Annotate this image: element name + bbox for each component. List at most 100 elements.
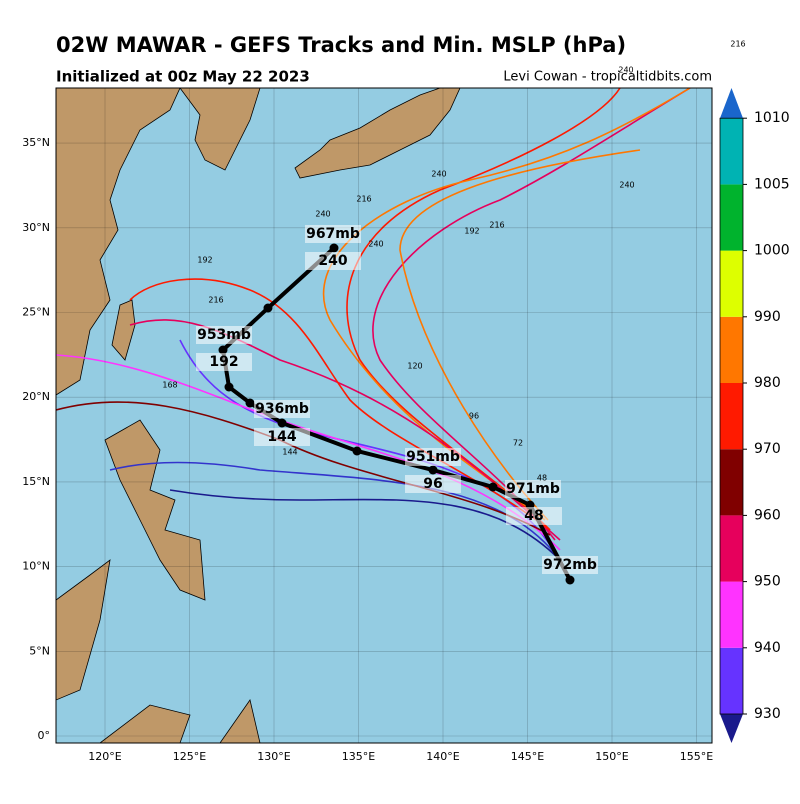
track-point xyxy=(352,446,362,456)
colorbar-label: 940 xyxy=(754,640,781,656)
lon-label: 130°E xyxy=(257,750,290,763)
colorbar-label: 1000 xyxy=(754,243,790,259)
annotation-label: 951mb xyxy=(406,449,460,465)
member-label: 216 xyxy=(730,40,745,49)
track-annotation: 144 xyxy=(254,428,310,446)
title: 02W MAWAR - GEFS Tracks and Min. MSLP (h… xyxy=(56,33,626,57)
lat-label: 35°N xyxy=(22,136,50,149)
lon-label: 145°E xyxy=(511,750,544,763)
lon-label: 120°E xyxy=(88,750,121,763)
lon-label: 140°E xyxy=(426,750,459,763)
track-annotation: 936mb xyxy=(254,400,310,418)
subtitle: Initialized at 00z May 22 2023 xyxy=(56,68,310,86)
lat-label: 5°N xyxy=(29,644,50,657)
colorbar-segment xyxy=(720,118,743,185)
colorbar-label: 1005 xyxy=(754,176,790,192)
annotation-box xyxy=(405,475,461,493)
colorbar-segment xyxy=(720,316,743,383)
member-label: 120 xyxy=(407,362,422,371)
annotation-box xyxy=(196,326,252,344)
lat-label: 20°N xyxy=(22,390,50,403)
annotation-label: 936mb xyxy=(255,401,309,417)
colorbar-label: 990 xyxy=(754,309,781,325)
annotation-box xyxy=(254,428,310,446)
lat-label: 10°N xyxy=(22,560,50,573)
annotation-label: 972mb xyxy=(543,557,597,573)
member-label: 240 xyxy=(618,66,633,75)
annotation-label: 240 xyxy=(318,253,347,269)
track-point xyxy=(428,465,438,475)
lat-label: 30°N xyxy=(22,221,50,234)
colorbar-segment xyxy=(720,515,743,582)
colorbar-label: 980 xyxy=(754,375,781,391)
colorbar-label: 960 xyxy=(754,507,781,523)
member-label: 192 xyxy=(464,227,479,236)
track-annotation: 96 xyxy=(405,475,461,493)
annotation-label: 48 xyxy=(524,508,543,524)
colorbar-segment xyxy=(720,581,743,648)
annotation-label: 967mb xyxy=(306,226,360,242)
member-label: 240 xyxy=(619,181,634,190)
lat-label: 0° xyxy=(38,729,51,742)
colorbar-segment xyxy=(720,647,743,714)
member-label: 216 xyxy=(356,195,371,204)
track-point xyxy=(245,398,255,408)
land xyxy=(56,88,461,743)
lon-label: 150°E xyxy=(595,750,628,763)
colorbar-label: 1010 xyxy=(754,110,790,126)
lat-label: 15°N xyxy=(22,475,50,488)
credit: Levi Cowan - tropicaltidbits.com xyxy=(503,70,712,85)
annotation-box xyxy=(405,448,461,466)
mean-track: 972mb48971mb96951mb144936mb192953mb24096… xyxy=(196,225,598,585)
colorbar-segment xyxy=(720,383,743,450)
member-label: 48 xyxy=(537,474,547,483)
track-annotation: 953mb xyxy=(196,326,252,344)
colorbar-label: 970 xyxy=(754,441,781,457)
annotation-label: 96 xyxy=(423,476,442,492)
member-label: 216 xyxy=(208,296,223,305)
annotation-box xyxy=(254,400,310,418)
track-point xyxy=(488,482,498,492)
member-label: 144 xyxy=(282,448,297,457)
colorbar-segment xyxy=(720,250,743,317)
track-point xyxy=(565,575,575,585)
annotation-label: 953mb xyxy=(197,327,251,343)
track-annotation: 48 xyxy=(506,507,562,525)
annotation-box xyxy=(196,353,252,371)
track-annotation: 972mb xyxy=(542,556,598,574)
colorbar-extend-low xyxy=(720,714,743,743)
annotation-label: 192 xyxy=(209,354,238,370)
annotation-box xyxy=(542,556,598,574)
member-label: 72 xyxy=(513,439,523,448)
colorbar-segment xyxy=(720,184,743,251)
colorbar-frame xyxy=(719,117,744,715)
member-label: 240 xyxy=(315,210,330,219)
map-frame xyxy=(55,87,713,744)
colorbar-label: 930 xyxy=(754,706,781,722)
annotation-box xyxy=(305,225,361,243)
track-annotation: 240 xyxy=(305,252,361,270)
track-point xyxy=(218,345,228,355)
colorbar-label: 950 xyxy=(754,574,781,590)
track-annotation: 967mb xyxy=(305,225,361,243)
annotation-box xyxy=(505,480,561,498)
track-annotation: 951mb xyxy=(405,448,461,466)
ocean xyxy=(56,88,712,743)
colorbar: 930 940 950 960 970 980 990 1000 1005 1010 xyxy=(719,88,790,743)
track-annotation: 971mb xyxy=(505,480,561,498)
track-annotation: 192 xyxy=(196,353,252,371)
member-label: 96 xyxy=(469,412,479,421)
track-point xyxy=(329,243,339,253)
member-label: 216 xyxy=(489,221,504,230)
lat-label: 25°N xyxy=(22,306,50,319)
annotation-label: 144 xyxy=(267,429,296,445)
annotation-box xyxy=(305,252,361,270)
colorbar-segment xyxy=(720,449,743,516)
member-label: 168 xyxy=(162,381,177,390)
track-point xyxy=(263,303,273,313)
annotation-box xyxy=(506,507,562,525)
lon-label: 155°E xyxy=(680,750,713,763)
lon-label: 135°E xyxy=(342,750,375,763)
track-point xyxy=(277,418,287,428)
lon-label: 125°E xyxy=(173,750,206,763)
